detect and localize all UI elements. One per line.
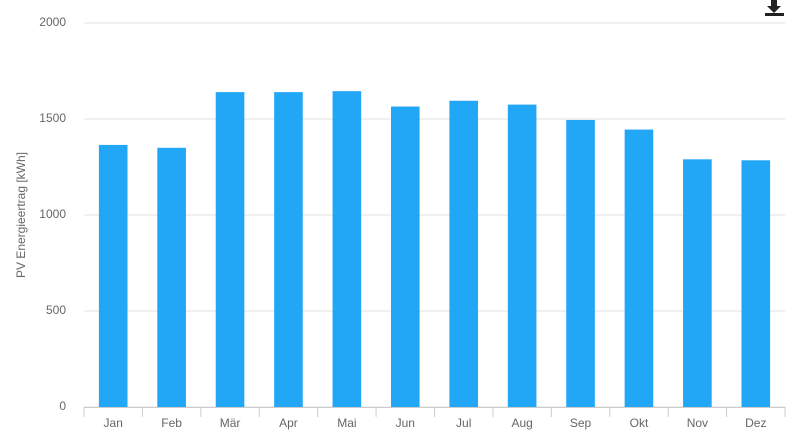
bar <box>624 129 654 407</box>
bar <box>157 147 186 408</box>
bar <box>274 92 303 408</box>
download-arrow <box>767 0 781 13</box>
x-tick-label: Mär <box>220 416 241 430</box>
bar <box>98 144 128 408</box>
x-tick-label: Nov <box>687 416 708 430</box>
y-tick-label: 0 <box>59 399 66 413</box>
x-tick-label: Jun <box>396 416 415 430</box>
download-button[interactable] <box>764 0 786 18</box>
bar <box>683 159 712 407</box>
x-tick-label: Mai <box>337 416 356 430</box>
y-tick-label: 1000 <box>39 207 66 221</box>
x-tick-label: Jan <box>104 416 123 430</box>
bar <box>449 100 479 407</box>
y-axis-label: PV Energieertrag [kWh] <box>14 152 28 278</box>
bar <box>390 106 420 408</box>
bar <box>215 92 245 408</box>
x-tick-label: Feb <box>161 416 182 430</box>
y-tick-label: 1500 <box>39 111 66 125</box>
download-base <box>765 13 784 16</box>
bar <box>566 119 595 408</box>
bar <box>741 160 771 407</box>
x-tick-label: Okt <box>630 416 649 430</box>
x-tick-label: Jul <box>456 416 471 430</box>
x-tick-label: Dez <box>745 416 766 430</box>
bar <box>507 104 537 407</box>
y-tick-label: 500 <box>46 303 66 317</box>
x-tick-label: Sep <box>570 416 592 430</box>
x-tick-label: Aug <box>511 416 532 430</box>
bar <box>332 91 362 407</box>
x-tick-label: Apr <box>279 416 298 430</box>
y-tick-label: 2000 <box>39 15 66 29</box>
